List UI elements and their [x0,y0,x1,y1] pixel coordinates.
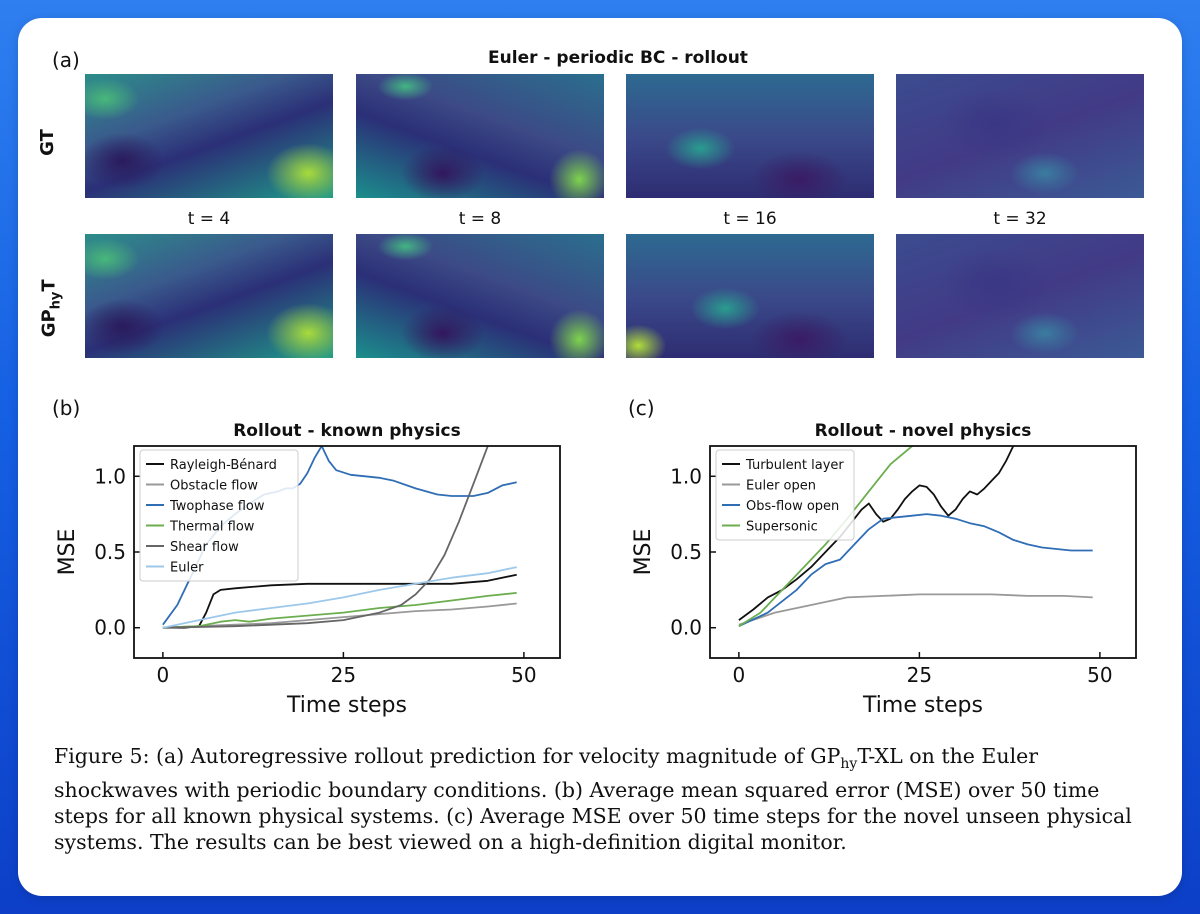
panel-c-letter: (c) [628,396,655,420]
chart-b-legend-label-2: Twophase flow [169,499,265,514]
row-label-gphyt: GPhyT [38,279,64,338]
caption-sub: hy [840,756,858,773]
time-label-4: t = 32 [993,209,1047,229]
heatmap-pred-t4 [85,234,333,358]
chart-b-xtick-label-0: 0 [157,663,170,687]
heatmap-gt-t4 [85,74,333,198]
chart-c-xtick-label-2: 50 [1087,663,1112,687]
chart-c-legend [715,449,855,541]
chart-b-title: Rollout - known physics [233,421,461,441]
heatmap-pred-t16 [626,234,874,358]
chart-b-ytick-label-2: 1.0 [94,464,126,488]
heatmap-pred-t8 [356,234,604,358]
chart-c-legend-label-2: Obs-flow open [746,499,839,514]
chart-c-ylabel: MSE [631,529,656,576]
chart-c-series-0 [738,446,1015,621]
figure-caption: Figure 5: (a) Autoregressive rollout pre… [54,743,1154,855]
figure-card: (a) Euler - periodic BC - rollout GT GPh… [18,18,1182,896]
chart-b-legend-label-0: Rayleigh-Bénard [170,458,277,473]
chart-b-xlabel: Time steps [286,693,407,718]
chart-b-series-5 [162,566,517,629]
chart-c-xlabel: Time steps [862,693,983,718]
chart-b-legend [139,449,299,582]
chart-b-ylabel: MSE [55,529,80,576]
caption-prefix: Figure 5: (a) Autoregressive rollout pre… [54,744,841,768]
chart-known-physics: Rollout - known physics 0 25 50 0.0 0.5 1.0 Tim… [55,421,561,718]
chart-c-ytick-label-2: 1.0 [670,464,702,488]
chart-c-ytick-label-0: 0.0 [670,616,702,640]
chart-c-series-3 [738,446,913,627]
panel-a-letter: (a) [52,48,80,72]
chart-c-title: Rollout - novel physics [815,421,1032,441]
time-label-3: t = 16 [723,209,777,229]
heatmap-pred-t32 [896,234,1144,358]
chart-c-ytick-label-1: 0.5 [670,540,702,564]
chart-b-xtick-label-2: 50 [511,663,536,687]
time-label-1: t = 4 [187,209,231,229]
chart-c-legend-label-1: Euler open [746,479,816,494]
time-label-2: t = 8 [458,209,502,229]
chart-b-legend-label-5: Euler [170,561,204,576]
chart-b-series-0 [162,573,517,629]
chart-c-series-1 [738,593,1093,626]
caption-suffix: T-XL on the Euler shockwaves with period… [54,744,1132,855]
chart-novel-physics: Rollout - novel physics 0 25 50 0.0 0.5 1.0 Tim… [631,421,1137,718]
chart-c-legend-label-0: Turbulent layer [745,458,844,473]
chart-b-legend-label-4: Shear flow [170,540,239,555]
chart-b-series-1 [162,602,517,629]
chart-b-series-4 [162,446,489,629]
chart-b-xtick-label-1: 25 [331,663,356,687]
panel-b-letter: (b) [52,396,81,420]
chart-c-series-2 [738,513,1093,628]
row-label-gt: GT [36,129,58,156]
chart-c-xtick-label-1: 25 [907,663,932,687]
chart-b-series-3 [162,592,517,629]
heatmap-gt-t32 [896,74,1144,198]
chart-b-ytick-label-1: 0.5 [94,540,126,564]
chart-b-legend-label-1: Obstacle flow [170,479,258,494]
heatmap-gt-t8 [356,74,604,198]
chart-b-ytick-label-0: 0.0 [94,616,126,640]
panel-a-title: Euler - periodic BC - rollout [488,48,748,68]
heatmap-gt-t16 [626,74,874,198]
chart-b-legend-label-3: Thermal flow [169,520,255,535]
chart-c-legend-label-3: Supersonic [746,520,818,535]
chart-c-xtick-label-0: 0 [733,663,746,687]
